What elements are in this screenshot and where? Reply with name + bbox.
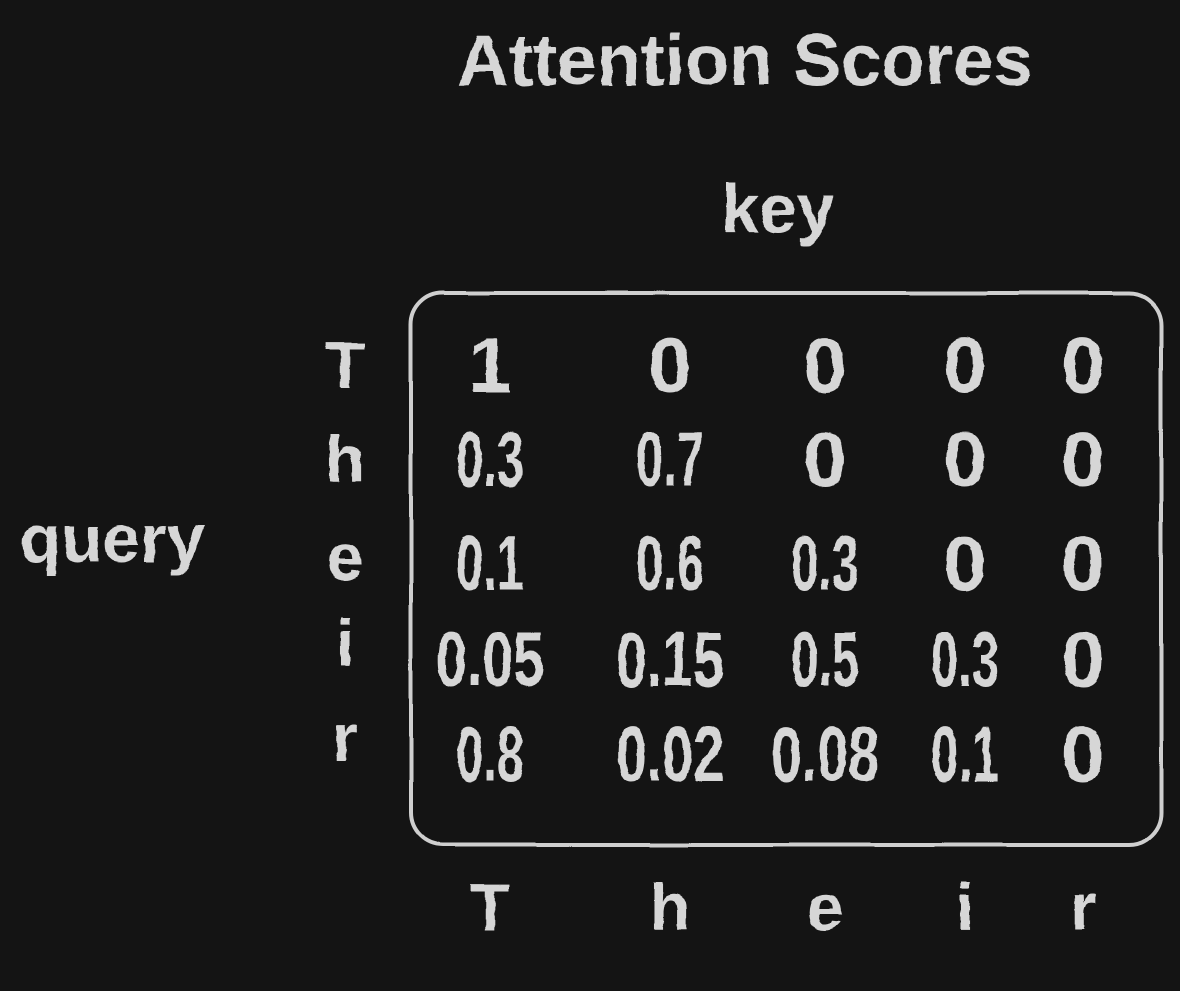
svg-text:0: 0 bbox=[648, 321, 691, 409]
svg-text:0: 0 bbox=[943, 415, 986, 503]
svg-text:h: h bbox=[650, 870, 690, 944]
svg-text:i: i bbox=[336, 606, 354, 680]
svg-text:0.05: 0.05 bbox=[436, 615, 544, 703]
svg-text:0.3: 0.3 bbox=[456, 415, 524, 503]
svg-text:0.7: 0.7 bbox=[636, 415, 704, 503]
svg-text:0.3: 0.3 bbox=[931, 615, 999, 703]
svg-text:e: e bbox=[327, 520, 364, 594]
svg-text:e: e bbox=[807, 870, 844, 944]
svg-text:key: key bbox=[721, 171, 835, 247]
svg-text:0: 0 bbox=[1061, 615, 1104, 703]
svg-text:0: 0 bbox=[943, 519, 986, 607]
svg-text:0.08: 0.08 bbox=[771, 710, 879, 798]
svg-text:h: h bbox=[325, 422, 365, 496]
svg-text:0: 0 bbox=[803, 321, 846, 409]
svg-text:0.8: 0.8 bbox=[456, 710, 524, 798]
svg-text:0.02: 0.02 bbox=[616, 710, 724, 798]
svg-text:r: r bbox=[332, 700, 358, 774]
svg-text:0: 0 bbox=[803, 415, 846, 503]
svg-text:0: 0 bbox=[1061, 519, 1104, 607]
svg-text:query: query bbox=[19, 501, 204, 577]
svg-text:0.1: 0.1 bbox=[931, 710, 999, 798]
svg-text:i: i bbox=[956, 870, 974, 944]
svg-text:r: r bbox=[1070, 870, 1096, 944]
svg-text:0: 0 bbox=[1061, 710, 1104, 798]
svg-text:0.3: 0.3 bbox=[791, 519, 859, 607]
svg-text:0.1: 0.1 bbox=[456, 519, 524, 607]
svg-text:Attention Scores: Attention Scores bbox=[457, 21, 1033, 101]
svg-text:0: 0 bbox=[1061, 415, 1104, 503]
svg-text:1: 1 bbox=[468, 321, 511, 409]
svg-text:0.5: 0.5 bbox=[791, 615, 859, 703]
svg-text:0.15: 0.15 bbox=[616, 615, 724, 703]
svg-text:0: 0 bbox=[1061, 321, 1104, 409]
svg-text:0.6: 0.6 bbox=[636, 519, 704, 607]
svg-text:T: T bbox=[325, 328, 365, 402]
svg-text:T: T bbox=[470, 870, 510, 944]
svg-text:0: 0 bbox=[943, 321, 986, 409]
